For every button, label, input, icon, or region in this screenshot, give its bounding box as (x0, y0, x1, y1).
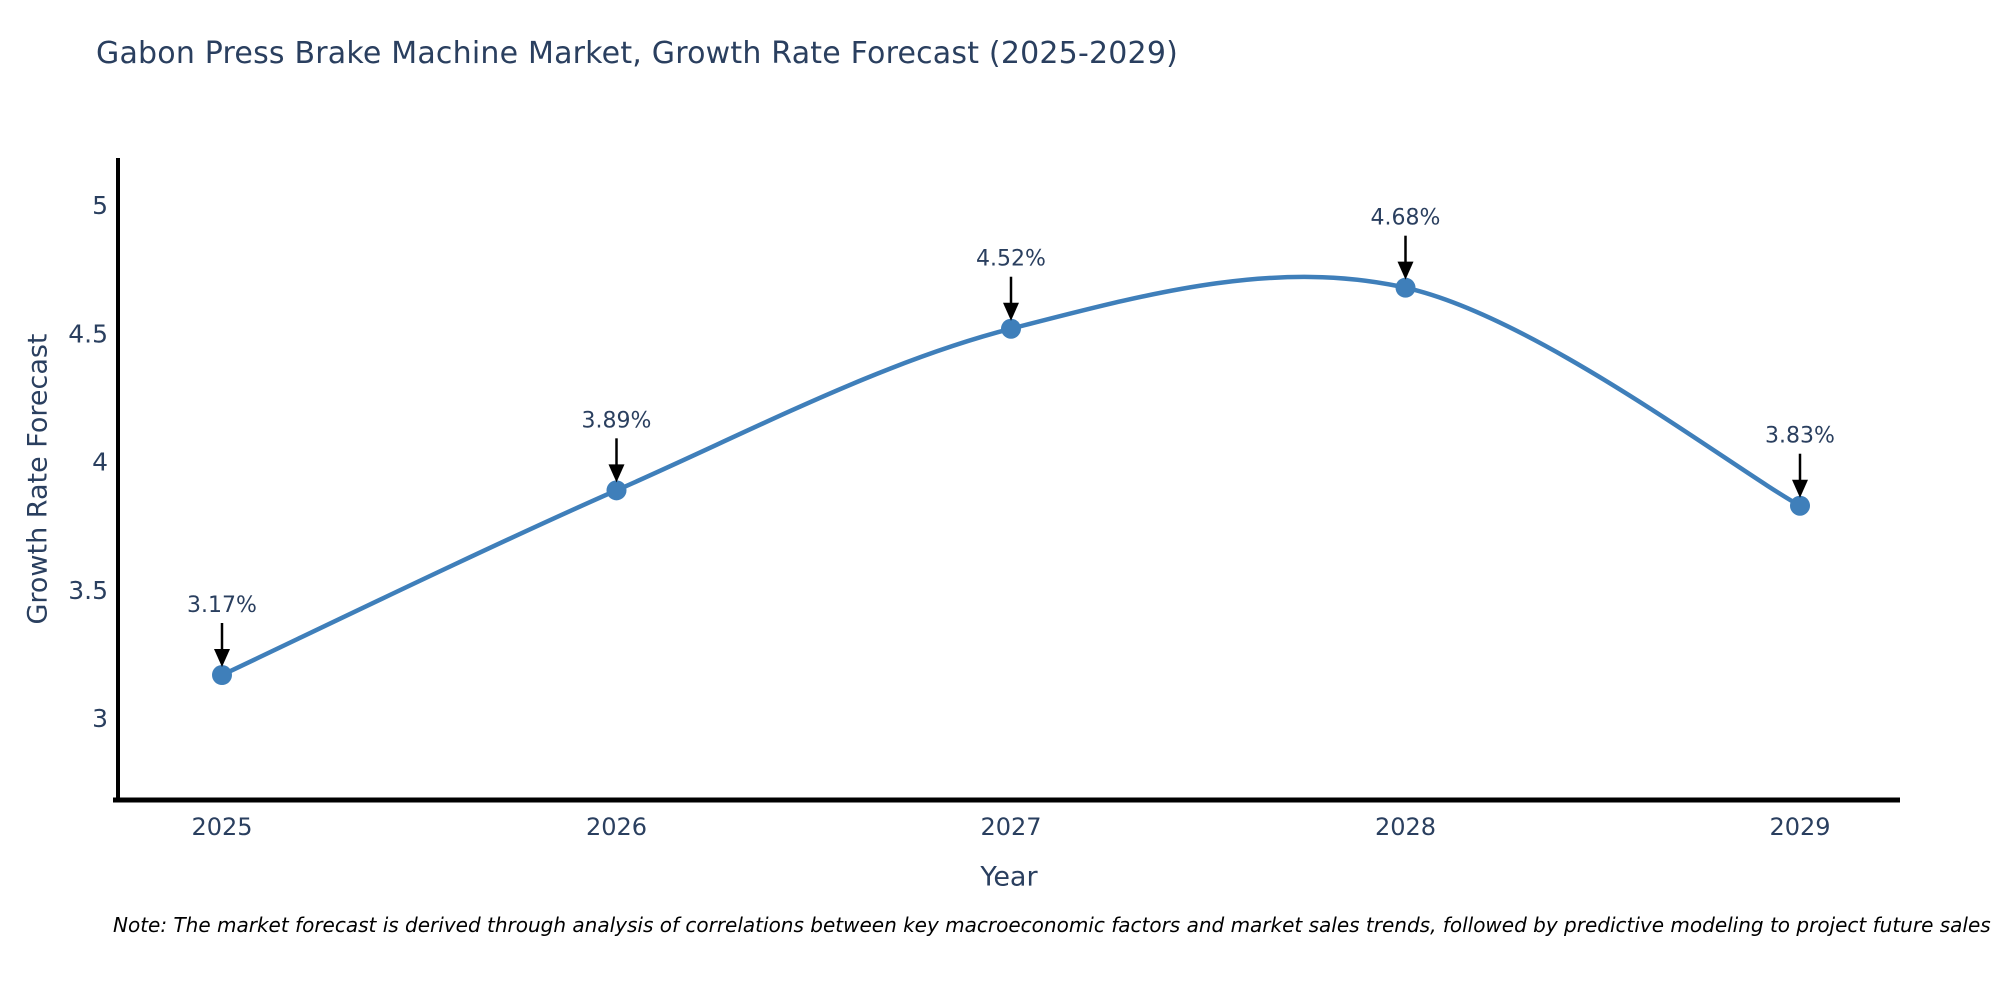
x-tick-label: 2028 (1375, 813, 1436, 841)
data-point (1001, 318, 1021, 339)
data-point (1395, 277, 1416, 298)
y-tick-label: 5 (92, 191, 108, 220)
data-point-label: 4.52% (976, 247, 1046, 272)
y-tick-label: 3.5 (68, 576, 108, 605)
y-axis-title: Growth Rate Forecast (23, 333, 54, 624)
chart-footnote: Note: The market forecast is derived thr… (113, 913, 1991, 937)
data-point-label: 3.83% (1765, 424, 1835, 449)
data-point-label: 4.68% (1371, 206, 1441, 231)
y-tick-label: 4 (92, 448, 108, 477)
annotation-arrowhead (1397, 261, 1414, 280)
chart-title: Gabon Press Brake Machine Market, Growth… (96, 36, 1179, 71)
data-point (1790, 495, 1810, 516)
annotation-arrowhead (608, 464, 625, 483)
data-point (212, 665, 232, 685)
annotation-arrowhead (214, 649, 230, 667)
annotation-arrowhead (1792, 479, 1808, 498)
data-point-label: 3.89% (582, 408, 652, 433)
data-point-label: 3.17% (187, 593, 257, 618)
x-tick-label: 2025 (191, 813, 252, 841)
x-tick-label: 2029 (1769, 813, 1830, 841)
x-tick-label: 2026 (586, 813, 647, 841)
x-axis-title: Year (979, 862, 1038, 893)
x-tick-label: 2027 (980, 813, 1041, 841)
y-tick-label: 4.5 (68, 319, 108, 348)
annotation-arrowhead (1003, 302, 1019, 321)
y-tick-label: 3 (92, 704, 108, 733)
data-point (606, 480, 627, 501)
line-chart-canvas: 3 3.5 4 4.5 5 2025 2026 2027 2028 2029 Growth Rate… (23, 158, 1900, 893)
